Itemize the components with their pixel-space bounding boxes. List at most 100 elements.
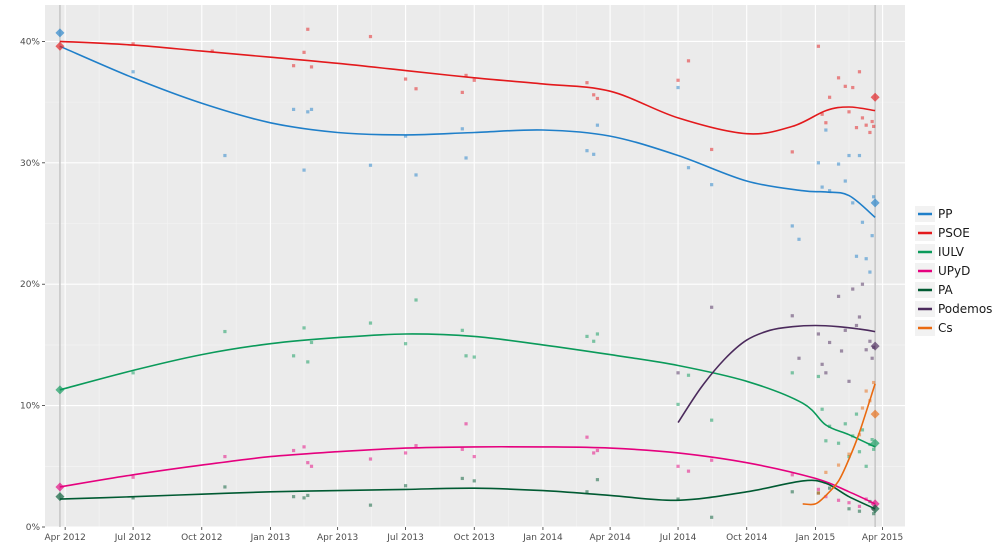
upyd-poll-point xyxy=(595,448,600,453)
iulv-poll-point xyxy=(836,441,841,445)
psoe-poll-point xyxy=(403,77,408,81)
iulv-poll-point xyxy=(820,407,824,411)
upyd-poll-point xyxy=(368,457,373,461)
pp-poll-point xyxy=(464,156,468,160)
iulv-poll-point xyxy=(309,340,314,345)
pp-trend-line xyxy=(59,45,876,219)
upyd-poll-point xyxy=(816,487,821,491)
upyd-poll-point xyxy=(131,475,135,479)
pp-result-2015 xyxy=(870,198,880,208)
pp-poll-point xyxy=(854,254,859,258)
psoe-poll-point xyxy=(872,124,876,128)
iulv-poll-point xyxy=(472,355,476,359)
psoe-result-2012 xyxy=(55,41,65,51)
upyd-poll-point xyxy=(676,464,680,468)
x-tick-label: Jul 2013 xyxy=(386,533,424,543)
psoe-poll-point xyxy=(854,126,859,130)
x-axis: Apr 2012 Jul 2012 Oct 2012 Jan 2013 Apr 2013… xyxy=(44,527,903,543)
pp-poll-point xyxy=(595,123,600,127)
upyd-poll-point xyxy=(223,454,227,459)
trend-lines xyxy=(59,40,876,510)
podemos-poll-point xyxy=(864,348,868,352)
y-tick-label: 0% xyxy=(26,523,41,533)
podemos-legend-label: Podemos xyxy=(938,302,992,316)
pa-poll-point xyxy=(223,485,227,489)
x-tick-label: Apr 2012 xyxy=(44,533,85,543)
upyd-poll-point xyxy=(302,445,306,449)
iulv-poll-point xyxy=(790,371,794,375)
upyd-poll-point xyxy=(592,451,596,455)
psoe-poll-point xyxy=(676,78,680,82)
x-tick-label: Apr 2014 xyxy=(589,533,631,543)
upyd-poll-point xyxy=(414,444,418,448)
x-tick-label: Oct 2013 xyxy=(454,533,495,543)
psoe-poll-point xyxy=(472,78,476,82)
pp-poll-point xyxy=(864,257,868,261)
x-tick-label: Oct 2012 xyxy=(181,533,222,543)
upyd-poll-point xyxy=(309,464,314,468)
pa-trend-line xyxy=(59,479,876,510)
pp-poll-point xyxy=(291,107,296,111)
psoe-result-2015 xyxy=(870,92,880,102)
psoe-poll-point xyxy=(309,65,314,69)
iulv-poll-point xyxy=(854,412,859,416)
podemos-poll-point xyxy=(824,371,828,375)
psoe-legend-label: PSOE xyxy=(938,226,970,240)
psoe-poll-point xyxy=(868,130,872,135)
psoe-poll-point xyxy=(595,96,600,101)
psoe-poll-point xyxy=(824,121,828,125)
pp-poll-point xyxy=(223,153,227,158)
iulv-poll-point xyxy=(870,437,874,442)
podemos-result-2015 xyxy=(870,341,880,351)
pa-poll-point xyxy=(710,515,714,519)
pa-poll-point xyxy=(460,476,464,481)
iulv-poll-point xyxy=(460,328,464,332)
iulv-poll-point xyxy=(857,450,862,454)
iulv-poll-point xyxy=(368,321,373,325)
pp-poll-point xyxy=(306,110,310,114)
pa-poll-point xyxy=(585,490,589,494)
iulv-trend-line xyxy=(59,333,876,448)
podemos-trend-line xyxy=(677,324,876,424)
psoe-poll-point xyxy=(131,42,135,46)
pa-poll-point xyxy=(595,478,600,482)
cs-poll-point xyxy=(847,452,851,456)
pp-poll-point xyxy=(860,220,865,224)
iulv-poll-point xyxy=(585,334,589,339)
upyd-poll-point xyxy=(836,498,841,502)
upyd-trend-line xyxy=(59,445,876,505)
podemos-poll-point xyxy=(836,294,841,298)
podemos-poll-point xyxy=(816,332,821,336)
y-tick-label: 30% xyxy=(20,159,40,169)
poll-points xyxy=(131,27,876,519)
pp-poll-point xyxy=(676,85,680,90)
psoe-poll-point xyxy=(790,150,794,154)
y-axis: 0% 10% 20% 30% 40% xyxy=(20,37,45,533)
upyd-poll-point xyxy=(710,458,714,462)
psoe-poll-point xyxy=(820,112,824,116)
pp-poll-point xyxy=(820,185,824,189)
pa-poll-point xyxy=(291,495,296,499)
cs-poll-point xyxy=(824,470,828,474)
pp-poll-point xyxy=(797,237,801,241)
pp-poll-point xyxy=(870,234,874,238)
pa-poll-point xyxy=(302,496,306,500)
iulv-legend-label: IULV xyxy=(938,245,965,259)
psoe-poll-point xyxy=(306,27,310,31)
pp-poll-point xyxy=(592,152,596,156)
iulv-poll-point xyxy=(860,428,865,432)
pp-poll-point xyxy=(868,270,872,274)
iulv-poll-point xyxy=(302,326,306,330)
psoe-poll-point xyxy=(816,44,821,48)
pp-poll-point xyxy=(824,128,828,132)
iulv-poll-point xyxy=(710,418,714,422)
x-tick-label: Jan 2014 xyxy=(522,533,563,543)
pp-poll-point xyxy=(790,224,794,228)
psoe-trend-line xyxy=(59,40,876,135)
psoe-poll-point xyxy=(836,76,841,80)
psoe-poll-point xyxy=(843,84,847,88)
pp-poll-point xyxy=(686,166,691,170)
upyd-poll-point xyxy=(824,495,828,499)
iulv-poll-point xyxy=(131,371,135,375)
psoe-poll-point xyxy=(851,85,855,90)
